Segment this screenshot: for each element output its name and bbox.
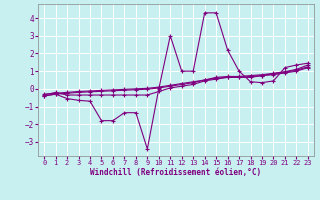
X-axis label: Windchill (Refroidissement éolien,°C): Windchill (Refroidissement éolien,°C) [91,168,261,177]
